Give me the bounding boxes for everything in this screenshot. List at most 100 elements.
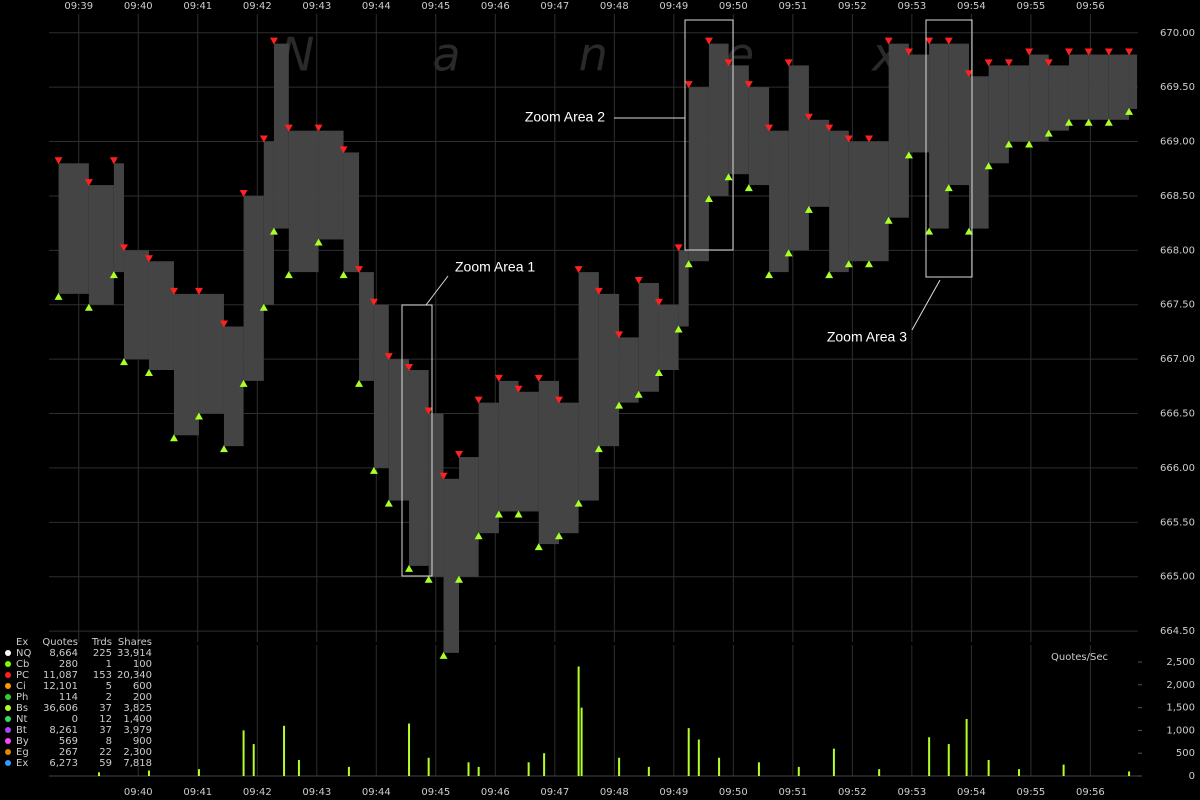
low-marker <box>1104 118 1113 126</box>
high-marker <box>355 266 364 274</box>
legend-cell: 8,664 <box>49 648 78 659</box>
price-range <box>619 337 639 403</box>
legend-cell: Ex <box>16 758 28 769</box>
legend-cell: 600 <box>133 681 152 692</box>
legend-cell: 8,261 <box>49 725 78 736</box>
legend-cell: Ci <box>16 681 26 692</box>
price-range <box>1108 54 1130 120</box>
zoom-box <box>684 19 734 251</box>
legend-marker <box>5 716 11 722</box>
y-tick-label: 666.50 <box>1160 409 1195 420</box>
low-marker <box>169 434 178 442</box>
price-range <box>288 130 319 273</box>
x-tick-label: 09:56 <box>1076 787 1105 798</box>
price-range <box>748 87 770 186</box>
price-range <box>148 261 174 371</box>
price-range <box>908 54 930 153</box>
legend-marker <box>5 760 11 766</box>
price-range <box>968 76 989 229</box>
y-tick-label: 668.50 <box>1160 191 1195 202</box>
low-marker <box>594 445 603 453</box>
high-marker <box>119 244 128 252</box>
annotation-line <box>425 275 449 306</box>
high-marker <box>1025 48 1034 56</box>
high-marker <box>574 266 583 274</box>
annotation: Zoom Area 2 <box>525 109 605 125</box>
low-marker <box>219 445 228 453</box>
legend-cell: By <box>16 736 29 747</box>
low-marker <box>355 379 364 387</box>
high-marker <box>314 124 323 132</box>
high-marker <box>615 331 624 339</box>
low-marker <box>674 325 683 333</box>
low-marker <box>1064 118 1073 126</box>
price-range <box>1129 54 1138 109</box>
low-marker <box>825 271 834 279</box>
legend-cell: 100 <box>133 659 152 670</box>
legend-cell: 0 <box>72 714 78 725</box>
high-marker <box>194 287 203 295</box>
low-marker <box>384 499 393 507</box>
low-marker <box>865 260 874 268</box>
legend-cell: 37 <box>99 725 112 736</box>
high-marker <box>684 81 693 89</box>
high-marker <box>554 396 563 404</box>
price-range <box>1008 65 1030 142</box>
x-tick-label: 09:51 <box>778 787 807 798</box>
legend-marker <box>5 727 11 733</box>
low-marker <box>194 412 203 420</box>
legend-cell: 114 <box>59 692 78 703</box>
price-range <box>658 304 679 371</box>
x-tick-label: 09:55 <box>1016 787 1045 798</box>
high-marker <box>259 135 268 143</box>
price-range <box>123 250 149 360</box>
high-marker <box>654 298 663 306</box>
low-marker <box>369 466 378 474</box>
price-range <box>708 43 729 196</box>
high-marker <box>169 287 178 295</box>
low-marker <box>724 173 733 181</box>
low-marker <box>904 151 913 159</box>
low-marker <box>109 271 118 279</box>
low-marker <box>944 184 953 192</box>
legend-cell: 1,400 <box>123 714 152 725</box>
legend-cell: 3,825 <box>123 703 152 714</box>
price-range <box>318 130 344 240</box>
high-marker <box>944 37 953 45</box>
y-tick-label: 669.00 <box>1160 137 1195 148</box>
y-tick-label: 1,000 <box>1166 725 1195 736</box>
y-tick-label: 666.00 <box>1160 463 1195 474</box>
price-range <box>1068 54 1089 120</box>
legend-cell: Bt <box>16 725 27 736</box>
price-range <box>518 391 539 512</box>
y-tick-label: 667.00 <box>1160 354 1195 365</box>
x-tick-label: 09:51 <box>778 1 807 12</box>
y-axis-label: Quotes/Sec <box>1051 652 1108 663</box>
x-tick-label: 09:40 <box>124 1 153 12</box>
price-range <box>173 293 199 436</box>
legend-header: Quotes <box>42 637 78 648</box>
high-marker <box>674 244 683 252</box>
x-tick-label: 09:52 <box>838 787 867 798</box>
price-range <box>538 380 559 545</box>
legend-cell: 7,818 <box>123 758 152 769</box>
high-marker <box>1004 59 1013 67</box>
x-tick-label: 09:44 <box>362 1 391 12</box>
low-marker <box>554 532 563 540</box>
high-marker <box>825 124 834 132</box>
x-tick-label: 09:50 <box>719 787 748 798</box>
price-range <box>929 43 949 229</box>
low-marker <box>455 575 464 583</box>
legend-cell: 569 <box>59 736 78 747</box>
high-marker <box>269 37 278 45</box>
y-tick-label: 669.50 <box>1160 82 1195 93</box>
high-marker <box>1044 59 1053 67</box>
x-tick-label: 09:55 <box>1016 1 1045 12</box>
y-tick-label: 667.50 <box>1160 300 1195 311</box>
low-marker <box>84 303 93 311</box>
y-tick-label: 665.50 <box>1160 517 1195 528</box>
x-tick-label: 09:46 <box>481 787 510 798</box>
legend-cell: NQ <box>16 648 31 659</box>
price-range <box>263 141 274 305</box>
x-tick-label: 09:52 <box>838 1 867 12</box>
